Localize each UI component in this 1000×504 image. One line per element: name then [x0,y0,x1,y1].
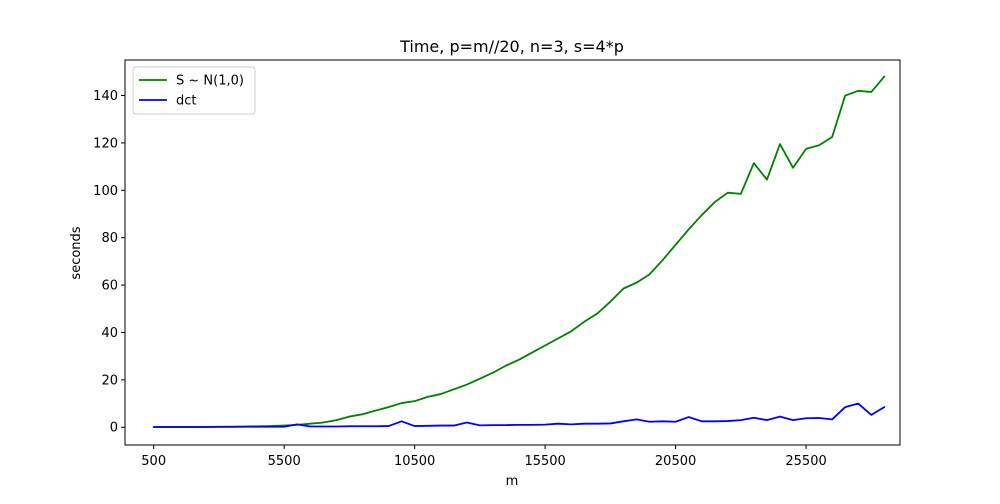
legend-label-series-1: S ~ N(1,0) [176,74,244,89]
legend-label-series-2: dct [176,94,197,109]
x-tick-label: 15500 [524,454,565,469]
axes: 500 5500 10500 15500 20500 25500 0 20 40 60 80 100 1… [93,89,827,469]
y-tick-label: 0 [110,421,118,436]
y-tick-label: 40 [101,326,118,341]
series-line-2 [152,402,886,428]
x-tick-label: 10500 [394,454,435,469]
y-tick-label: 140 [93,89,118,104]
x-tick-label: 5500 [268,454,301,469]
y-tick-label: 80 [101,231,118,246]
x-axis-label: m [506,474,519,489]
x-tick-label: 20500 [655,454,696,469]
y-tick-label: 60 [101,279,118,294]
x-tick-label: 500 [141,454,166,469]
y-axis-label: seconds [69,226,84,279]
y-tick-label: 20 [101,373,118,388]
plot-area [152,75,886,428]
legend: S ~ N(1,0) dct [132,66,256,115]
legend-box [132,66,256,115]
chart-title: Time, p=m//20, n=3, s=4*p [399,37,624,56]
y-tick-label: 100 [93,184,118,199]
plot-frame [124,59,901,446]
x-tick-label: 25500 [785,454,826,469]
y-tick-label: 120 [93,136,118,151]
